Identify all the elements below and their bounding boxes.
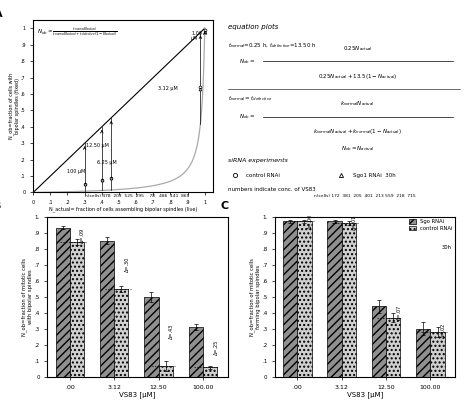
Y-axis label: N_ob=fraction of mitotic cells
forming bipolar spindles: N_ob=fraction of mitotic cells forming b… bbox=[249, 258, 261, 336]
X-axis label: VS83 [μM]: VS83 [μM] bbox=[347, 391, 383, 398]
Bar bbox=[416, 329, 430, 377]
Text: Δ=.30: Δ=.30 bbox=[125, 257, 130, 272]
Text: numbers indicate conc. of VS83: numbers indicate conc. of VS83 bbox=[228, 187, 315, 192]
Bar bbox=[203, 367, 217, 377]
Legend: Sgo RNAi, control RNAi: Sgo RNAi, control RNAi bbox=[410, 219, 452, 231]
Bar bbox=[372, 306, 386, 377]
Bar bbox=[328, 221, 342, 377]
Y-axis label: N_ob=fraction of mitotic cells
with bipolar spindles: N_ob=fraction of mitotic cells with bipo… bbox=[22, 258, 33, 336]
Bar bbox=[430, 332, 445, 377]
Text: Δ=.09: Δ=.09 bbox=[81, 227, 85, 243]
Bar bbox=[297, 221, 311, 377]
Text: $N_{ob}=$: $N_{ob}=$ bbox=[239, 112, 255, 121]
Text: siRNA experiments: siRNA experiments bbox=[228, 158, 287, 163]
Text: 1.00
μM: 1.00 μM bbox=[191, 30, 202, 41]
Text: $t_{normal}=t_{defective}$: $t_{normal}=t_{defective}$ bbox=[228, 94, 272, 103]
Text: Δ=.25: Δ=.25 bbox=[214, 340, 219, 355]
Text: $N_{ob}=\frac{t_{normal}N_{actual}}{t_{normal}N_{actual}+t_{defective}(1-N_{actu: $N_{ob}=\frac{t_{normal}N_{actual}}{t_{n… bbox=[37, 25, 117, 38]
Text: Sgo1 RNAi  30h: Sgo1 RNAi 30h bbox=[353, 173, 396, 178]
X-axis label: VS83 [μM]: VS83 [μM] bbox=[119, 391, 155, 398]
Bar bbox=[145, 297, 158, 377]
Text: Δ=.07: Δ=.07 bbox=[397, 304, 401, 320]
Text: $N_{ob}=N_{actual}$: $N_{ob}=N_{actual}$ bbox=[341, 144, 375, 153]
Bar bbox=[342, 223, 356, 377]
Text: A: A bbox=[0, 8, 2, 18]
Bar bbox=[55, 228, 70, 377]
Bar bbox=[114, 289, 128, 377]
Bar bbox=[158, 366, 173, 377]
Text: $k_{normal}N_{actual}+k_{normal}(1-N_{actual})$: $k_{normal}N_{actual}+k_{normal}(1-N_{ac… bbox=[313, 127, 402, 136]
Text: B: B bbox=[0, 200, 2, 211]
Text: control RNAi: control RNAi bbox=[246, 173, 280, 178]
Text: 12.50 μM: 12.50 μM bbox=[85, 143, 109, 148]
Y-axis label: N_ob=fraction of cells with
bipolar spindles (fixed): N_ob=fraction of cells with bipolar spin… bbox=[8, 73, 19, 139]
Text: $0.25N_{actual}+13.5(1-N_{actual})$: $0.25N_{actual}+13.5(1-N_{actual})$ bbox=[318, 72, 398, 81]
Text: Δ=.02: Δ=.02 bbox=[441, 323, 446, 338]
Bar bbox=[283, 221, 297, 377]
Text: C: C bbox=[221, 200, 229, 211]
Text: equation plots: equation plots bbox=[228, 24, 278, 30]
Text: $k_{normal}N_{actual}$: $k_{normal}N_{actual}$ bbox=[340, 99, 375, 108]
Bar bbox=[189, 327, 203, 377]
Bar bbox=[100, 241, 114, 377]
Text: $t_{normal}$=0.25 h, $t_{defective}$=13.50 h: $t_{normal}$=0.25 h, $t_{defective}$=13.… bbox=[228, 41, 316, 50]
Text: n(cells) 478  203  525  295    78   486  141  865: n(cells) 478 203 525 295 78 486 141 865 bbox=[85, 194, 190, 198]
Text: Δ=.01: Δ=.01 bbox=[352, 215, 357, 230]
Bar bbox=[70, 242, 84, 377]
Text: 100 μM: 100 μM bbox=[67, 168, 86, 174]
Text: 6.25 μM: 6.25 μM bbox=[97, 160, 117, 165]
Text: 3.12 μM: 3.12 μM bbox=[158, 86, 178, 91]
X-axis label: N_actual= fraction of cells assembling bipolar spindles (live): N_actual= fraction of cells assembling b… bbox=[49, 207, 197, 212]
Text: $0.25N_{actual}$: $0.25N_{actual}$ bbox=[343, 44, 373, 53]
Text: Δ=.43: Δ=.43 bbox=[169, 324, 174, 339]
Text: Δ=.00: Δ=.00 bbox=[308, 214, 313, 229]
Bar bbox=[386, 318, 400, 377]
Text: n(cells) 172  381  205  401  213 559  218  715: n(cells) 172 381 205 401 213 559 218 715 bbox=[314, 194, 416, 198]
Text: $N_{ob}=$: $N_{ob}=$ bbox=[239, 57, 255, 66]
Text: 30h: 30h bbox=[441, 245, 451, 250]
